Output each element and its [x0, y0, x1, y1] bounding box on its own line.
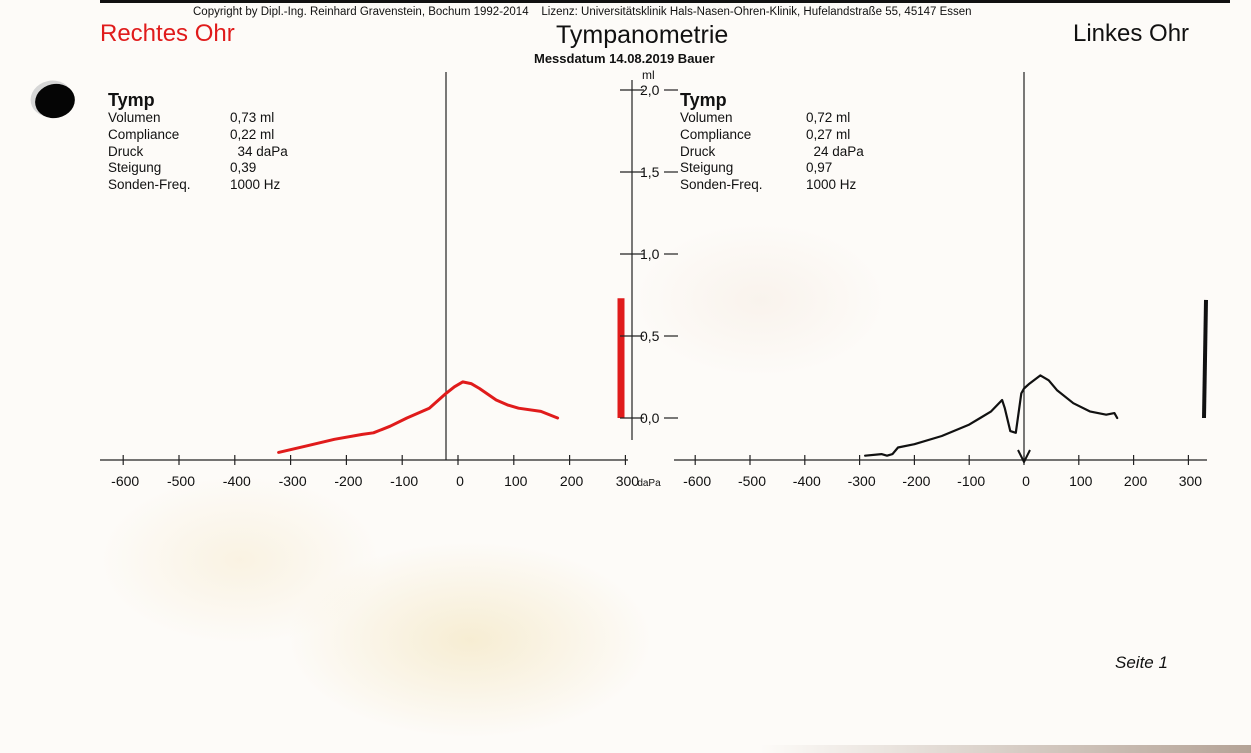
- x-tick-label: -500: [167, 473, 195, 489]
- param-label: Sonden-Freq.: [108, 177, 191, 193]
- param-row: Compliance 0,22 ml: [108, 127, 348, 144]
- x-tick-label: -400: [223, 473, 251, 489]
- left-volume-bar: [1202, 299, 1208, 419]
- param-row: Sonden-Freq. 1000 Hz: [108, 177, 348, 194]
- param-value: 34 daPa: [230, 143, 288, 159]
- param-label: Druck: [680, 143, 716, 159]
- x-tick-label: 0: [1022, 473, 1030, 489]
- copyright-text: Copyright by Dipl.-Ing. Reinhard Gravens…: [193, 6, 529, 18]
- param-value: 0,97: [806, 160, 833, 176]
- top-border-line: [100, 0, 1230, 3]
- right-params-heading: Tymp: [108, 90, 155, 110]
- param-value: 1000 Hz: [806, 177, 857, 193]
- param-row: Steigung 0,39: [108, 160, 348, 177]
- copyright-line: Copyright by Dipl.-Ing. Reinhard Gravens…: [193, 6, 972, 18]
- measurement-date: Messdatum 14.08.2019 Bauer: [534, 51, 715, 66]
- param-row: Volumen 0,72 ml: [680, 110, 920, 127]
- param-label: Steigung: [680, 160, 734, 176]
- x-tick-label: -300: [848, 473, 876, 489]
- y-tick-label: 0,5: [640, 328, 660, 344]
- param-row: Druck 34 daPa: [108, 144, 348, 161]
- param-label: Steigung: [108, 160, 162, 176]
- x-tick-label: -600: [111, 473, 139, 489]
- x-tick-label: -600: [683, 473, 711, 489]
- param-value: 0,39: [230, 160, 257, 176]
- left-ear-label: Linkes Ohr: [1073, 20, 1190, 47]
- x-tick-label: -300: [279, 473, 307, 489]
- param-value: 0,72 ml: [806, 110, 851, 125]
- x-unit-label: daPa: [637, 478, 661, 489]
- param-value: 24 daPa: [806, 143, 864, 159]
- param-row: Druck 24 daPa: [680, 144, 920, 161]
- scan-edge: [760, 745, 1251, 753]
- x-tick-label: 0: [456, 473, 464, 489]
- page-number: Seite 1: [1115, 653, 1168, 672]
- param-label: Sonden-Freq.: [680, 177, 763, 193]
- right-ear-parameters: Tymp Volumen 0,73 ml Compliance 0,22 ml Dr…: [108, 90, 348, 194]
- x-tick-label: 200: [1124, 473, 1148, 489]
- y-tick-label: 1,5: [640, 164, 660, 180]
- param-value: 1000 Hz: [230, 177, 281, 193]
- license-text: Lizenz: Universitätsklinik Hals-Nasen-Oh…: [541, 6, 972, 18]
- y-unit-label: ml: [642, 68, 655, 82]
- x-tick-label: 300: [616, 473, 640, 489]
- page-title: Tympanometrie: [556, 21, 729, 49]
- x-tick-label: -200: [902, 473, 930, 489]
- x-tick-label: -200: [334, 473, 362, 489]
- param-row: Compliance 0,27 ml: [680, 127, 920, 144]
- param-row: Volumen 0,73 ml: [108, 110, 348, 127]
- x-tick-label: 300: [1179, 473, 1203, 489]
- left-params-heading: Tymp: [680, 90, 727, 110]
- left-ear-parameters: Tymp Volumen 0,72 ml Compliance 0,27 ml Dr…: [680, 90, 920, 194]
- right-tympanogram-curve: [277, 380, 560, 454]
- param-value: 0,22 ml: [230, 126, 275, 142]
- y-tick-label: 1,0: [640, 246, 660, 262]
- param-label: Compliance: [680, 126, 752, 142]
- y-tick-label: 2,0: [640, 82, 660, 98]
- right-ear-label: Rechtes Ohr: [100, 20, 235, 47]
- param-value: 0,27 ml: [806, 126, 851, 142]
- x-tick-label: -500: [738, 473, 766, 489]
- x-tick-label: 100: [504, 473, 528, 489]
- x-tick-label: 200: [560, 473, 584, 489]
- x-tick-label: -100: [390, 473, 418, 489]
- param-label: Volumen: [108, 110, 161, 125]
- param-label: Volumen: [680, 110, 733, 125]
- left-tympanogram-curve: [863, 374, 1119, 457]
- x-tick-label: 100: [1069, 473, 1093, 489]
- param-row: Steigung 0,97: [680, 160, 920, 177]
- x-tick-label: -100: [957, 473, 985, 489]
- param-row: Sonden-Freq. 1000 Hz: [680, 177, 920, 194]
- y-tick-label: 0,0: [640, 410, 660, 426]
- pressure-arrow-icon: [1017, 449, 1031, 465]
- param-value: 0,73 ml: [230, 110, 275, 125]
- param-label: Druck: [108, 143, 144, 159]
- param-label: Compliance: [108, 126, 180, 142]
- x-tick-label: -400: [793, 473, 821, 489]
